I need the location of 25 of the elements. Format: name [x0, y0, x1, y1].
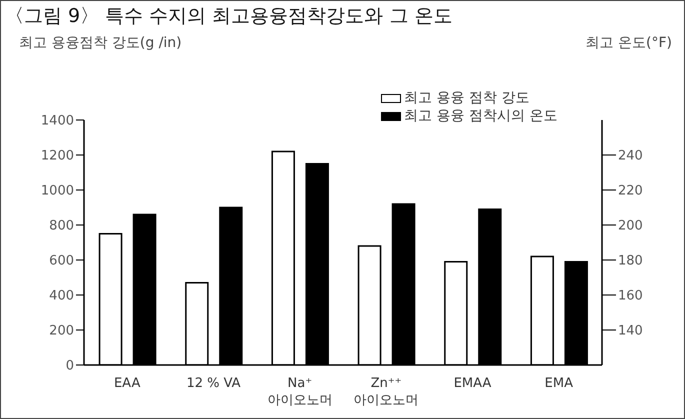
x-tick-label: EMA — [544, 376, 574, 391]
y-tick-label: 1000 — [40, 184, 74, 199]
legend-label: 최고 용융 점착시의 온도 — [404, 107, 558, 125]
y-tick-label: 600 — [49, 254, 74, 269]
y-tick-label: 800 — [49, 218, 74, 234]
y-tick-label: 1200 — [40, 148, 74, 164]
x-tick-label: Na⁺ 아이오노머 — [267, 376, 332, 408]
x-tick-label: 12 % VA — [186, 376, 241, 391]
y2-tick-label: 180 — [618, 254, 643, 269]
x-tick-label: Zn⁺⁺ 아이오노머 — [354, 376, 419, 408]
y2-tick-label: 240 — [618, 148, 643, 164]
y2-tick-label: 220 — [618, 184, 643, 199]
chart-title: 〈그림 9〉 특수 수지의 최고용융점착강도와 그 온도 — [5, 4, 452, 29]
y-tick-label: 1400 — [40, 114, 74, 129]
y2-tick-label: 200 — [618, 218, 643, 234]
legend-label: 최고 용융 점착 강도 — [404, 89, 530, 107]
y-tick-label: 0 — [66, 358, 74, 374]
y-tick-label: 200 — [49, 324, 74, 339]
y-axis-title: 최고 용융점착 강도(g /in) — [19, 34, 182, 52]
x-tick-label: EMAA — [454, 376, 492, 391]
y-tick-label: 400 — [49, 288, 74, 304]
y2-tick-label: 160 — [618, 288, 643, 304]
x-tick-label: EAA — [114, 376, 140, 391]
y2-tick-label: 140 — [618, 324, 643, 339]
y2-axis-title: 최고 온도(°F) — [586, 34, 672, 52]
